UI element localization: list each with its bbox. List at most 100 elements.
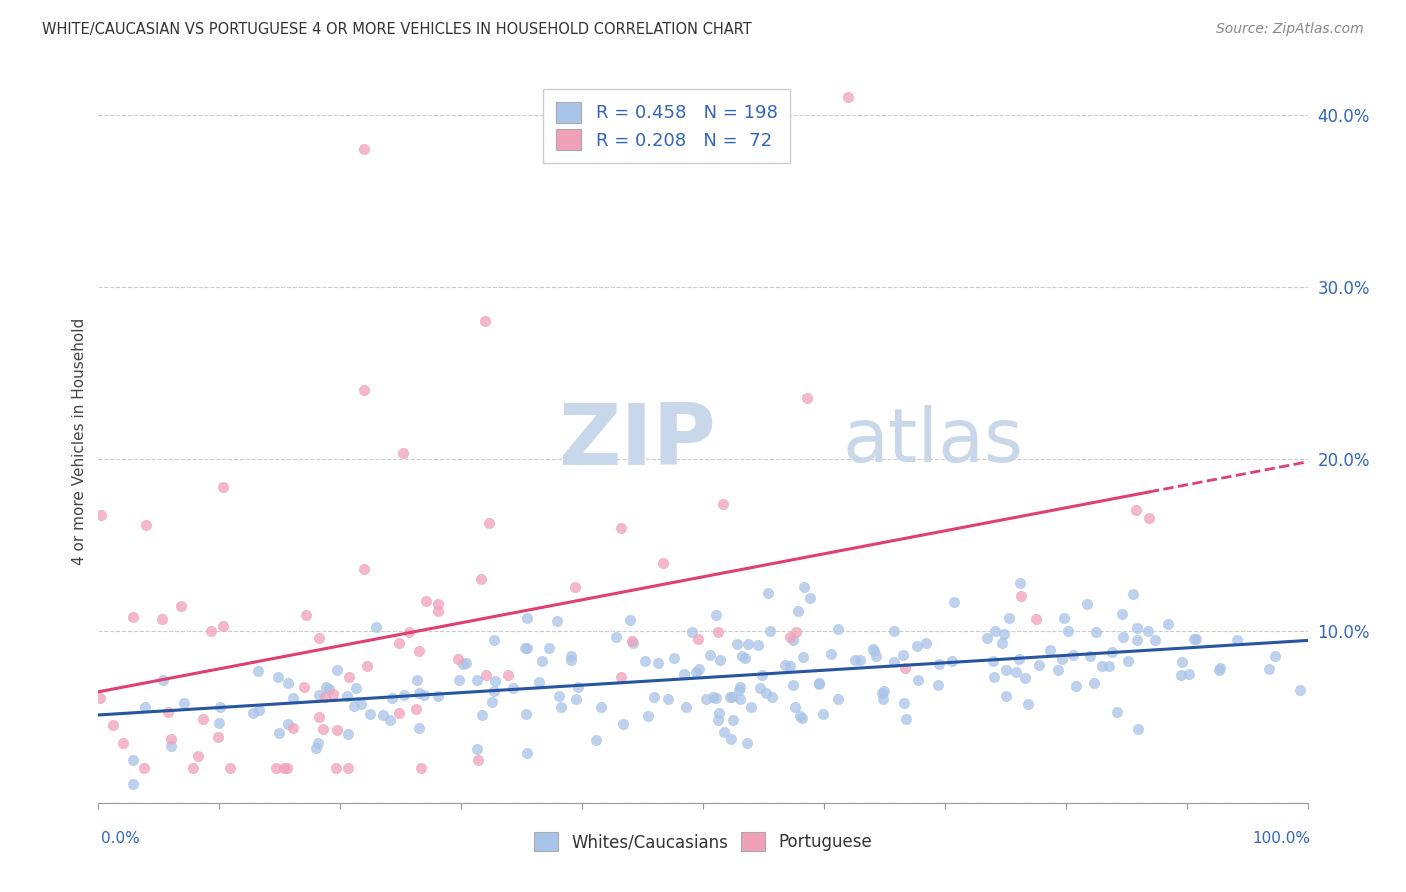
Point xyxy=(872,684,894,698)
Point xyxy=(893,661,915,675)
Point xyxy=(1111,607,1133,621)
Point xyxy=(1184,632,1206,647)
Point xyxy=(502,681,524,696)
Point xyxy=(789,709,811,723)
Point xyxy=(637,708,659,723)
Point xyxy=(307,736,329,750)
Point xyxy=(1085,624,1108,639)
Point xyxy=(388,636,411,650)
Point xyxy=(773,658,796,673)
Point xyxy=(415,594,437,608)
Point xyxy=(408,721,430,735)
Point xyxy=(481,694,503,708)
Point xyxy=(728,681,751,695)
Point xyxy=(408,686,430,700)
Point xyxy=(187,748,209,763)
Point xyxy=(796,391,818,405)
Point xyxy=(121,753,143,767)
Point xyxy=(634,654,657,668)
Point xyxy=(1143,632,1166,647)
Point xyxy=(702,690,724,705)
Point xyxy=(356,659,378,673)
Point xyxy=(212,480,235,494)
Point xyxy=(193,712,215,726)
Point xyxy=(707,624,730,639)
Point xyxy=(905,639,928,653)
Point xyxy=(471,708,494,723)
Point xyxy=(470,572,492,586)
Point xyxy=(651,556,673,570)
Point xyxy=(465,673,488,688)
Point xyxy=(337,670,360,684)
Point xyxy=(426,597,449,611)
Point xyxy=(1017,697,1039,711)
Point xyxy=(718,690,741,704)
Point xyxy=(1258,662,1281,676)
Point xyxy=(983,670,1005,684)
Point xyxy=(451,657,474,671)
Point xyxy=(426,604,449,618)
Point xyxy=(550,700,572,714)
Point xyxy=(308,688,330,702)
Point xyxy=(1078,648,1101,663)
Point xyxy=(837,90,859,104)
Point xyxy=(173,696,195,710)
Point xyxy=(1066,679,1088,693)
Point xyxy=(706,713,728,727)
Point xyxy=(737,636,759,650)
Point xyxy=(990,635,1012,649)
Point xyxy=(1126,621,1149,635)
Point xyxy=(336,761,359,775)
Point xyxy=(995,689,1018,703)
Point xyxy=(976,631,998,645)
Point xyxy=(135,518,157,533)
Point xyxy=(527,675,550,690)
Point xyxy=(315,681,337,695)
Point xyxy=(1005,665,1028,679)
Point xyxy=(112,735,135,749)
Point xyxy=(793,580,815,594)
Point xyxy=(610,670,633,684)
Point xyxy=(820,647,842,661)
Point xyxy=(426,689,449,703)
Point xyxy=(276,761,298,775)
Point xyxy=(1107,706,1129,720)
Point xyxy=(673,666,696,681)
Point xyxy=(585,733,607,747)
Point xyxy=(943,595,966,609)
Point xyxy=(353,142,375,156)
Point xyxy=(647,656,669,670)
Point xyxy=(1178,666,1201,681)
Point xyxy=(1122,587,1144,601)
Text: 0.0%: 0.0% xyxy=(101,831,141,846)
Point xyxy=(787,604,810,618)
Point xyxy=(734,650,756,665)
Point xyxy=(727,683,749,698)
Point xyxy=(1208,664,1230,678)
Point xyxy=(150,612,173,626)
Point xyxy=(1076,597,1098,611)
Point xyxy=(567,680,589,694)
Point xyxy=(308,709,330,723)
Point xyxy=(1289,682,1312,697)
Point xyxy=(1136,624,1159,639)
Point xyxy=(212,619,235,633)
Point xyxy=(391,446,413,460)
Point xyxy=(709,653,731,667)
Text: WHITE/CAUCASIAN VS PORTUGUESE 4 OR MORE VEHICLES IN HOUSEHOLD CORRELATION CHART: WHITE/CAUCASIAN VS PORTUGUESE 4 OR MORE … xyxy=(42,22,752,37)
Point xyxy=(1182,632,1205,647)
Point xyxy=(350,698,373,712)
Point xyxy=(1053,611,1076,625)
Point xyxy=(1091,659,1114,673)
Point xyxy=(681,624,703,639)
Point xyxy=(865,648,887,663)
Point xyxy=(748,681,770,695)
Point xyxy=(782,677,804,691)
Point xyxy=(657,692,679,706)
Point xyxy=(735,736,758,750)
Point xyxy=(484,674,506,689)
Point xyxy=(891,648,914,663)
Point xyxy=(343,699,366,714)
Point xyxy=(723,713,745,727)
Point xyxy=(792,711,814,725)
